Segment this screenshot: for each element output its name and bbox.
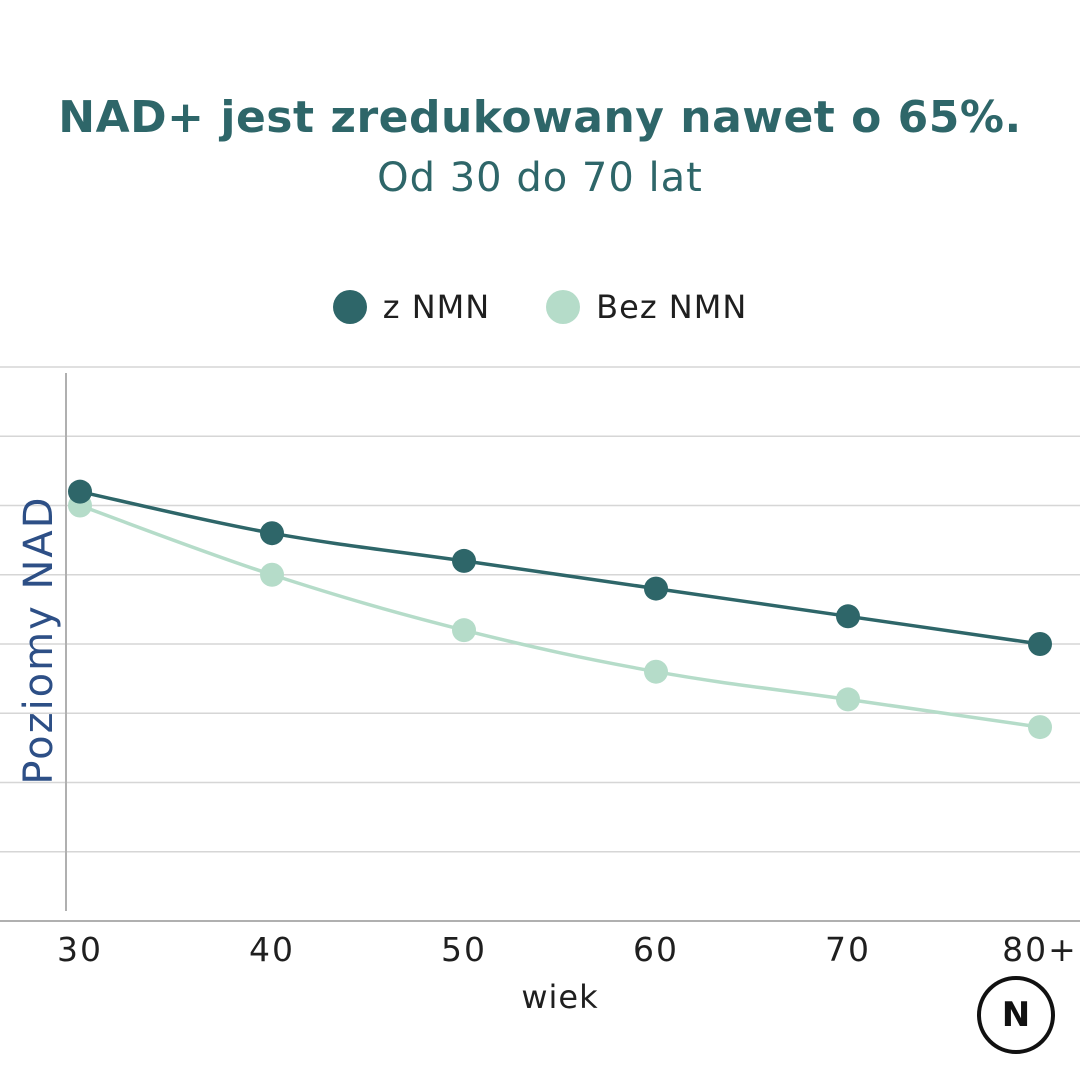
data-point-z-nmn [260,521,284,546]
x-tick-label: 80+ [1002,930,1078,969]
chart-subtitle: Od 30 do 70 lat [377,155,703,201]
x-tick-label: 30 [57,930,103,969]
legend-item-z-nmn: z NMN [332,288,491,326]
series-bez-nmn [68,493,1052,740]
data-point-bez-nmn [452,618,476,643]
data-point-z-nmn [644,576,668,601]
brand-logo: N [977,976,1055,1054]
data-point-bez-nmn [836,687,860,712]
data-point-bez-nmn [644,659,668,684]
data-point-bez-nmn [260,562,284,587]
x-tick-label: 70 [825,930,871,969]
data-point-bez-nmn [1028,715,1052,740]
series-line-z-nmn [78,489,1042,646]
legend-label-z-nmn: z NMN [382,288,491,326]
series-z-nmn [68,479,1052,656]
legend-item-bez-nmn: Bez NMN [546,288,747,326]
x-tick-label: 60 [633,930,679,969]
data-point-z-nmn [68,479,92,504]
series-layer [68,479,1052,740]
x-axis-label: wiek [521,978,598,1016]
tick-labels: 30 40 50 60 70 80+ wiek Poziomy NAD [16,495,1078,1016]
data-point-z-nmn [1028,632,1052,656]
x-tick-label: 50 [441,930,487,969]
data-point-z-nmn [452,548,476,573]
chart-title: NAD+ jest zredukowany nawet o 65%. [58,92,1022,143]
grid-lines [0,366,1080,853]
series-line-bez-nmn [78,503,1042,729]
axes [0,373,1080,922]
legend: z NMN Bez NMN [0,288,1080,326]
y-axis-label: Poziomy NAD [16,495,62,784]
data-point-z-nmn [836,604,860,629]
legend-marker-z-nmn [332,290,367,324]
x-tick-label: 40 [249,930,295,969]
legend-label-bez-nmn: Bez NMN [596,288,748,326]
legend-marker-bez-nmn [546,290,581,324]
